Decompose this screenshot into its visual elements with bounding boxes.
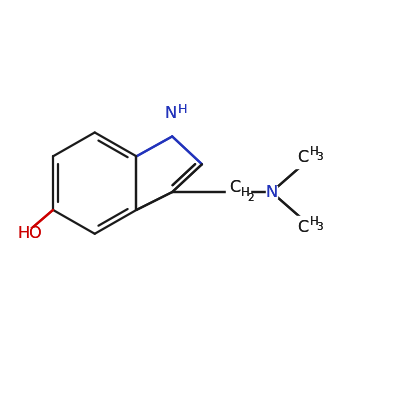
Text: C: C	[297, 150, 308, 164]
Bar	[293, 216, 321, 230]
Text: C: C	[297, 220, 308, 234]
Text: C: C	[229, 180, 240, 195]
Text: H: H	[241, 186, 250, 198]
Text: HO: HO	[17, 226, 42, 241]
Text: 3: 3	[316, 222, 322, 232]
Text: H: H	[310, 215, 319, 228]
Text: H: H	[310, 215, 319, 228]
Text: C: C	[297, 220, 308, 234]
Text: 3: 3	[316, 222, 322, 232]
Text: N: N	[164, 106, 176, 121]
Text: H: H	[310, 145, 319, 158]
Bar	[293, 154, 321, 168]
Text: N: N	[164, 106, 176, 121]
Bar	[18, 228, 40, 240]
Text: C: C	[297, 150, 308, 164]
Text: H: H	[178, 103, 188, 116]
Text: HO: HO	[17, 226, 42, 241]
Bar	[226, 186, 250, 202]
Text: C: C	[229, 180, 240, 195]
Text: N: N	[266, 184, 278, 200]
Bar	[266, 186, 278, 198]
Text: H: H	[310, 145, 319, 158]
Text: N: N	[266, 184, 278, 200]
Text: 2: 2	[247, 193, 254, 203]
Text: 3: 3	[316, 152, 322, 162]
Text: 2: 2	[247, 193, 254, 203]
Bar	[161, 107, 187, 122]
Text: 3: 3	[316, 152, 322, 162]
Text: H: H	[178, 103, 188, 116]
Text: H: H	[241, 186, 250, 198]
